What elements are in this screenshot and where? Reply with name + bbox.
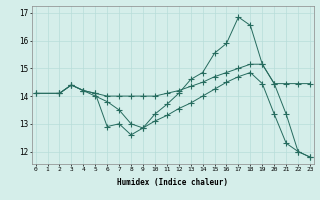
X-axis label: Humidex (Indice chaleur): Humidex (Indice chaleur) <box>117 178 228 187</box>
